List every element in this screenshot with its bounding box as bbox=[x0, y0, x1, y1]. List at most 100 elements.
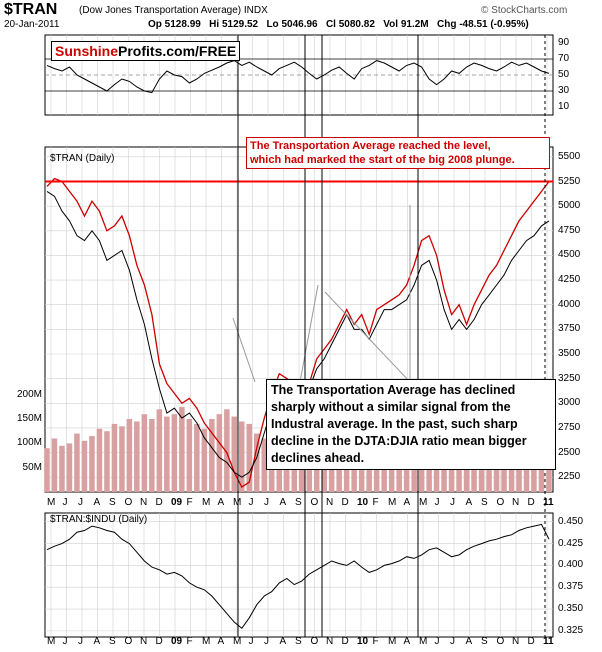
ticker-symbol: $TRAN bbox=[4, 1, 58, 18]
x-tick-label: J bbox=[248, 636, 254, 647]
volume-tick-label: 200M bbox=[16, 388, 42, 400]
x-tick-label: S bbox=[109, 497, 116, 508]
x-tick-label: D bbox=[527, 636, 535, 647]
x-tick-label: J bbox=[264, 497, 269, 508]
ratio-line bbox=[46, 523, 550, 630]
volume-bar bbox=[209, 419, 215, 492]
decline-annotation-line3: Industral average. In the past, such sha… bbox=[271, 417, 518, 431]
decline-annotation-line5: declines ahead. bbox=[271, 451, 365, 465]
volume-bar bbox=[186, 419, 193, 492]
volume-bar bbox=[51, 438, 58, 492]
x-tick-label: A bbox=[279, 636, 287, 647]
price-tick-label: 3000 bbox=[558, 397, 581, 409]
volume-bar bbox=[59, 445, 65, 492]
volume-bar bbox=[134, 421, 140, 492]
x-tick-label: A bbox=[279, 497, 287, 508]
decline-annotation-line4: decline in the DJTA:DJIA ratio mean bigg… bbox=[271, 434, 527, 448]
x-tick-label: F bbox=[186, 636, 193, 647]
volume-bar bbox=[44, 448, 50, 492]
price-tick-label: 4000 bbox=[558, 298, 581, 310]
x-tick-label: M bbox=[233, 497, 242, 508]
close-label: Cl bbox=[325, 19, 336, 30]
price-tick-label: 5000 bbox=[558, 200, 581, 212]
rsi-line bbox=[46, 60, 550, 94]
price-tick-label: 4500 bbox=[558, 249, 581, 261]
x-tick-label: O bbox=[124, 497, 133, 508]
price-tick-label: 5500 bbox=[558, 150, 581, 162]
price-tick-label: 2750 bbox=[558, 421, 581, 433]
resistance-annotation-line2: which had marked the start of the big 20… bbox=[250, 154, 515, 166]
volume-bar bbox=[104, 431, 110, 492]
x-tick-label: N bbox=[326, 497, 334, 508]
volume-bar bbox=[66, 443, 73, 492]
x-tick-label: N bbox=[326, 636, 334, 647]
x-tick-label: O bbox=[310, 497, 319, 508]
price-tick-label: 3250 bbox=[558, 372, 581, 384]
price-tick-label: 3750 bbox=[558, 323, 581, 335]
volume-bar bbox=[164, 416, 170, 492]
volume-bar bbox=[179, 406, 185, 492]
x-tick-label: M bbox=[233, 636, 242, 647]
x-tick-label: S bbox=[481, 497, 488, 508]
ratio-tick-label: 0.450 bbox=[558, 515, 584, 527]
x-tick-label: D bbox=[155, 636, 163, 647]
x-tick-label: N bbox=[140, 497, 148, 508]
x-tick-label: D bbox=[341, 497, 349, 508]
x-tick-label: J bbox=[450, 497, 455, 508]
ratio-tick-label: 0.400 bbox=[558, 559, 584, 571]
x-tick-label: N bbox=[512, 636, 520, 647]
volume-bar bbox=[246, 423, 252, 492]
rsi-tick-label: 30 bbox=[558, 85, 570, 96]
high-label: Hi bbox=[209, 19, 220, 30]
volume-bar bbox=[96, 428, 103, 492]
rsi-tick-label: 50 bbox=[558, 69, 570, 80]
x-tick-label: S bbox=[295, 636, 302, 647]
x-tick-label: J bbox=[264, 636, 269, 647]
x-tick-label: J bbox=[450, 636, 455, 647]
low-label: Lo bbox=[266, 19, 279, 30]
x-tick-label: J bbox=[78, 497, 83, 508]
x-tick-label: 11 bbox=[543, 497, 554, 508]
price-tick-label: 4750 bbox=[558, 224, 581, 236]
x-tick-label: S bbox=[109, 636, 116, 647]
x-tick-label: 10 bbox=[357, 636, 369, 647]
close-value: 5080.82 bbox=[338, 19, 375, 30]
resistance-annotation-line1: The Transportation Average reached the l… bbox=[250, 140, 491, 152]
x-tick-label: M bbox=[388, 636, 397, 647]
volume-bar bbox=[261, 438, 267, 492]
volume-bar bbox=[89, 436, 95, 492]
volume-tick-label: 50M bbox=[22, 461, 42, 473]
ohlc-readout: Op 5128.99 Hi 5129.52 Lo 5046.96 Cl 5080… bbox=[148, 19, 529, 30]
price-tick-label: 3500 bbox=[558, 348, 581, 359]
x-tick-label: M bbox=[388, 497, 397, 508]
x-tick-label: A bbox=[217, 497, 225, 508]
volume-bar bbox=[111, 423, 118, 492]
ticker-description: (Dow Jones Transportation Average) INDX bbox=[79, 5, 268, 16]
price-tick-label: 4250 bbox=[558, 274, 581, 286]
x-tick-label: A bbox=[93, 636, 101, 647]
chg-value: -48.51 (-0.95%) bbox=[459, 19, 529, 30]
volume-bar bbox=[254, 433, 260, 492]
low-value: 5046.96 bbox=[281, 19, 318, 30]
volume-bar bbox=[231, 416, 237, 492]
x-tick-label: 09 bbox=[171, 497, 183, 508]
ratio-panel-title: $TRAN:$INDU (Daily) bbox=[50, 514, 148, 525]
x-tick-label: J bbox=[248, 497, 254, 508]
price-panel-title: $TRAN (Daily) bbox=[50, 153, 115, 164]
x-tick-label: F bbox=[372, 497, 379, 508]
ratio-tick-label: 0.425 bbox=[558, 537, 584, 549]
x-tick-label: M bbox=[202, 497, 211, 508]
x-tick-label: F bbox=[186, 497, 193, 508]
resistance-annotation: The Transportation Average reached the l… bbox=[246, 137, 550, 169]
x-tick-label: J bbox=[62, 497, 68, 508]
x-tick-label: D bbox=[341, 636, 349, 647]
x-tick-label: O bbox=[124, 636, 133, 647]
vol-label: Vol bbox=[383, 19, 399, 30]
volume-bar bbox=[216, 414, 223, 492]
x-tick-label: O bbox=[496, 636, 505, 647]
volume-bar bbox=[201, 428, 208, 492]
high-value: 5129.52 bbox=[221, 19, 259, 30]
x-tick-label: A bbox=[403, 497, 411, 508]
